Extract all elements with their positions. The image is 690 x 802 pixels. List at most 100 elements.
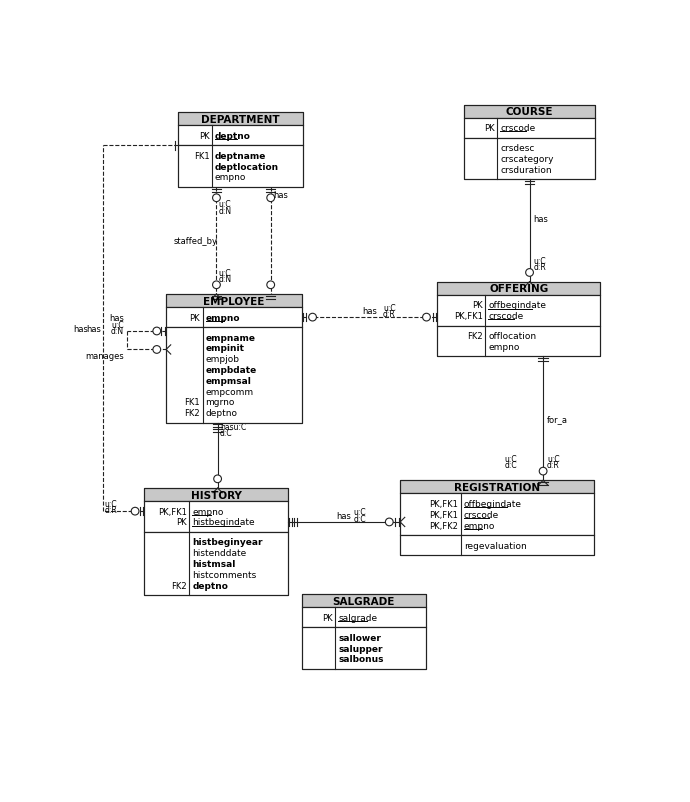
Text: crsduration: crsduration — [500, 165, 552, 175]
Text: hasu:C: hasu:C — [220, 423, 246, 431]
Text: empno: empno — [215, 173, 246, 182]
Text: deptno: deptno — [215, 132, 250, 140]
Text: sallower: sallower — [338, 633, 381, 642]
Text: u:C: u:C — [219, 269, 231, 277]
Text: PK,FK1: PK,FK1 — [429, 510, 458, 519]
Bar — [166, 294, 302, 308]
Text: PK: PK — [177, 518, 187, 527]
Text: for_a: for_a — [547, 415, 568, 423]
Bar — [437, 295, 600, 326]
Text: regevaluation: regevaluation — [464, 541, 526, 550]
Text: histcomments: histcomments — [193, 570, 257, 579]
Bar — [464, 106, 595, 119]
Text: PK: PK — [190, 314, 200, 322]
Circle shape — [213, 282, 220, 290]
Circle shape — [526, 269, 533, 277]
Bar — [178, 146, 303, 188]
Text: histenddate: histenddate — [193, 549, 247, 557]
Circle shape — [131, 508, 139, 516]
Bar — [178, 113, 303, 126]
Circle shape — [267, 195, 275, 202]
Bar — [144, 488, 288, 501]
Circle shape — [153, 328, 161, 335]
Bar — [166, 308, 302, 328]
Bar — [464, 106, 595, 180]
Bar — [400, 536, 594, 555]
Text: crsdesc: crsdesc — [500, 144, 535, 153]
Text: u:C: u:C — [504, 455, 517, 464]
Text: d:N: d:N — [219, 206, 232, 215]
Bar — [302, 608, 426, 628]
Text: crscode: crscode — [489, 312, 524, 321]
Text: d:N: d:N — [219, 275, 232, 284]
Bar — [400, 480, 594, 555]
Circle shape — [386, 518, 393, 526]
Text: u:C: u:C — [105, 500, 117, 508]
Text: FK2: FK2 — [171, 581, 187, 589]
Text: d:C: d:C — [353, 514, 366, 523]
Text: mgrno: mgrno — [206, 398, 235, 407]
Text: staffed_by: staffed_by — [174, 237, 218, 245]
Text: crscode: crscode — [500, 124, 535, 133]
Circle shape — [213, 195, 220, 202]
Text: empno: empno — [206, 314, 240, 322]
Circle shape — [308, 314, 317, 322]
Text: empname: empname — [206, 333, 255, 342]
Text: u:C: u:C — [383, 303, 395, 312]
Text: FK2: FK2 — [184, 408, 200, 418]
Text: d:C: d:C — [220, 428, 233, 438]
Text: PK,FK1: PK,FK1 — [454, 312, 483, 321]
Bar — [464, 119, 595, 139]
Text: PK: PK — [473, 301, 483, 310]
Text: empno: empno — [464, 520, 495, 530]
Text: PK,FK1: PK,FK1 — [158, 507, 187, 516]
Text: d:C: d:C — [504, 461, 517, 470]
Text: d:R: d:R — [547, 461, 560, 470]
Text: empinit: empinit — [206, 344, 244, 353]
Text: PK,FK2: PK,FK2 — [429, 520, 458, 530]
Circle shape — [153, 346, 161, 354]
Bar — [437, 282, 600, 295]
Text: has: has — [533, 215, 549, 225]
Text: crscode: crscode — [464, 510, 499, 519]
Text: salgrade: salgrade — [338, 614, 377, 622]
Text: HISTORY: HISTORY — [190, 490, 242, 500]
Text: empjob: empjob — [206, 354, 239, 364]
Text: has: has — [86, 324, 101, 334]
Text: has: has — [273, 191, 288, 200]
Bar — [302, 594, 426, 608]
Text: deptno: deptno — [193, 581, 228, 589]
Bar — [166, 294, 302, 423]
Text: d:R: d:R — [383, 310, 396, 318]
Text: has: has — [362, 306, 377, 315]
Text: empcomm: empcomm — [206, 387, 254, 396]
Text: histmsal: histmsal — [193, 559, 236, 569]
Text: empno: empno — [193, 507, 224, 516]
Text: FK2: FK2 — [467, 332, 483, 341]
Text: REGISTRATION: REGISTRATION — [454, 482, 540, 492]
Text: manages: manages — [86, 352, 124, 361]
Text: histbeginyear: histbeginyear — [193, 538, 263, 547]
Text: salupper: salupper — [338, 644, 383, 653]
Text: PK: PK — [322, 614, 333, 622]
Bar — [302, 628, 426, 669]
Text: empno: empno — [489, 342, 520, 351]
Text: offbegindate: offbegindate — [489, 301, 546, 310]
Bar — [166, 328, 302, 423]
Text: u:C: u:C — [533, 257, 546, 265]
Text: u:C: u:C — [547, 455, 560, 464]
Text: FK1: FK1 — [184, 398, 200, 407]
Text: SALGRADE: SALGRADE — [333, 596, 395, 606]
Text: offbegindate: offbegindate — [464, 500, 522, 508]
Text: deptno: deptno — [206, 408, 237, 418]
Text: u:C: u:C — [219, 200, 231, 209]
Text: offlocation: offlocation — [489, 332, 537, 341]
Text: PK,FK1: PK,FK1 — [429, 500, 458, 508]
Text: crscategory: crscategory — [500, 155, 553, 164]
Circle shape — [267, 282, 275, 290]
Bar — [464, 139, 595, 180]
Text: COURSE: COURSE — [506, 107, 553, 117]
Bar — [400, 480, 594, 494]
Bar — [400, 494, 594, 536]
Bar — [437, 326, 600, 357]
